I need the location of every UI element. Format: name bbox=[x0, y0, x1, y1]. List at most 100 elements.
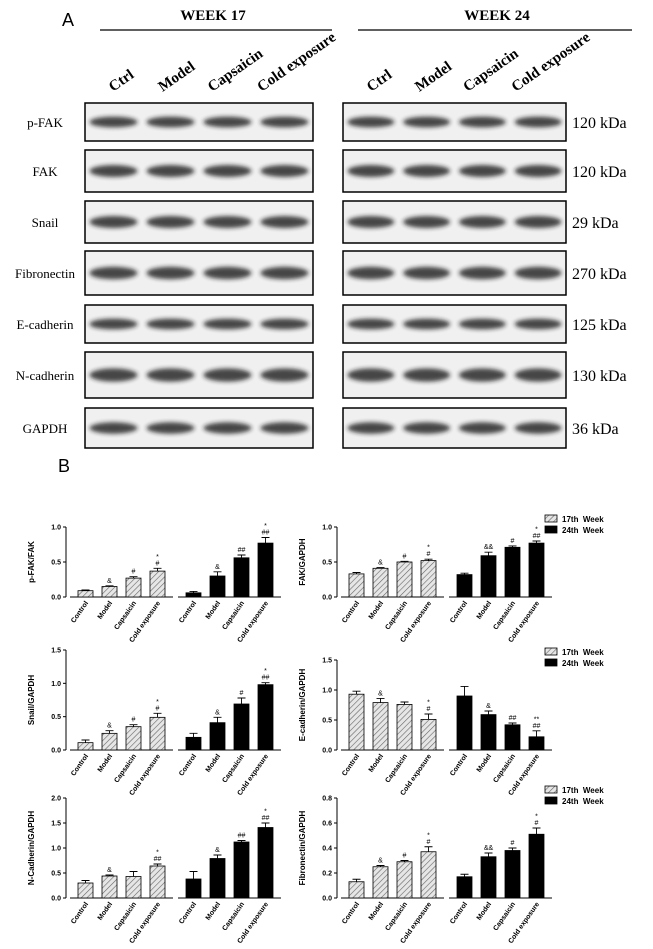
significance: & bbox=[215, 564, 220, 571]
bar bbox=[372, 866, 389, 899]
bar bbox=[348, 573, 365, 598]
x-tick-label: Control bbox=[178, 901, 198, 925]
legend-swatch bbox=[544, 785, 558, 794]
significance: && bbox=[484, 845, 494, 852]
x-tick-label: Model bbox=[368, 901, 385, 922]
size-label: 125 kDa bbox=[572, 317, 627, 334]
x-tick-label: Model bbox=[205, 600, 222, 621]
significance: # bbox=[511, 840, 515, 847]
band bbox=[146, 216, 195, 228]
band bbox=[89, 368, 138, 382]
band bbox=[514, 422, 562, 434]
x-tick-label: Control bbox=[449, 753, 469, 777]
bar bbox=[101, 875, 118, 899]
error-bar bbox=[213, 854, 222, 859]
error-bar bbox=[129, 576, 138, 579]
bar bbox=[396, 561, 413, 598]
y-tick-label: 0.0 bbox=[322, 748, 332, 755]
error-bar bbox=[376, 567, 385, 569]
y-axis-label: N-Cadherin/GAPDH bbox=[27, 811, 36, 885]
bar bbox=[185, 736, 202, 751]
error-bar bbox=[508, 545, 517, 548]
x-tick-label: Capsaicin bbox=[492, 600, 517, 631]
protein-label: p-FAK bbox=[27, 115, 63, 130]
bar bbox=[456, 876, 473, 899]
x-tick-label: Control bbox=[449, 901, 469, 925]
x-tick-label: Model bbox=[368, 600, 385, 621]
legend-label: 24th Week bbox=[562, 797, 604, 806]
band bbox=[347, 165, 395, 177]
significance: # bbox=[403, 853, 407, 860]
x-tick-label: Control bbox=[178, 600, 198, 624]
legend-label: 24th Week bbox=[562, 526, 604, 535]
band bbox=[89, 318, 138, 330]
x-tick-label: Capsaicin bbox=[221, 753, 246, 784]
bar bbox=[396, 704, 413, 751]
y-tick-label: 0.5 bbox=[51, 714, 61, 721]
x-tick-label: Control bbox=[70, 901, 90, 925]
legend-swatch bbox=[544, 525, 558, 534]
bar bbox=[480, 714, 497, 751]
legend-swatch bbox=[544, 796, 558, 805]
band bbox=[146, 422, 195, 434]
band bbox=[260, 266, 309, 280]
significance: * bbox=[156, 699, 159, 706]
x-tick-label: Control bbox=[341, 753, 361, 777]
bar bbox=[480, 555, 497, 598]
band bbox=[260, 165, 309, 177]
band bbox=[146, 318, 195, 330]
lane-label: Ctrl bbox=[364, 67, 395, 95]
band bbox=[203, 165, 252, 177]
bar bbox=[348, 881, 365, 899]
legend-label: 24th Week bbox=[562, 659, 604, 668]
bar bbox=[420, 560, 437, 598]
error-bar bbox=[237, 697, 246, 704]
bar bbox=[528, 736, 545, 751]
x-tick-label: Model bbox=[476, 753, 493, 774]
error-bar bbox=[129, 871, 138, 877]
x-tick-label: Capsaicin bbox=[492, 753, 517, 784]
band bbox=[514, 116, 562, 128]
bar bbox=[348, 693, 365, 751]
significance: ## bbox=[533, 723, 541, 730]
size-label: 270 kDa bbox=[572, 266, 627, 283]
y-axis-label: Fibronectin/GAPDH bbox=[298, 810, 307, 885]
significance: * bbox=[264, 809, 267, 816]
band bbox=[203, 368, 252, 382]
band bbox=[347, 266, 395, 280]
y-axis-label: p-FAK/FAK bbox=[27, 541, 36, 583]
y-tick-label: 0.2 bbox=[322, 871, 332, 878]
significance: * bbox=[427, 545, 430, 552]
significance: ## bbox=[154, 856, 162, 863]
x-tick-label: Capsaicin bbox=[384, 753, 409, 784]
x-tick-label: Control bbox=[341, 600, 361, 624]
error-bar bbox=[376, 865, 385, 867]
band bbox=[458, 422, 506, 434]
significance: & bbox=[215, 709, 220, 716]
x-tick-label: Capsaicin bbox=[384, 901, 409, 932]
error-bar bbox=[237, 554, 246, 558]
band bbox=[347, 116, 395, 128]
band bbox=[514, 266, 562, 280]
significance: ## bbox=[533, 533, 541, 540]
significance: * bbox=[264, 668, 267, 675]
x-tick-label: Capsaicin bbox=[492, 901, 517, 932]
error-bar bbox=[213, 571, 222, 576]
significance: & bbox=[486, 703, 491, 710]
significance: * bbox=[535, 814, 538, 821]
bar bbox=[456, 574, 473, 598]
bar bbox=[149, 865, 166, 899]
bar bbox=[420, 851, 437, 899]
error-bar bbox=[352, 572, 361, 574]
bar bbox=[149, 570, 166, 598]
size-label: 130 kDa bbox=[572, 368, 627, 385]
y-tick-label: 1.0 bbox=[51, 525, 61, 532]
y-tick-label: 2.0 bbox=[51, 796, 61, 803]
legend-label: 17th Week bbox=[562, 515, 604, 524]
error-bar bbox=[105, 585, 114, 587]
band bbox=[260, 422, 309, 434]
significance: # bbox=[132, 569, 136, 576]
band bbox=[89, 165, 138, 177]
significance: ## bbox=[509, 715, 517, 722]
